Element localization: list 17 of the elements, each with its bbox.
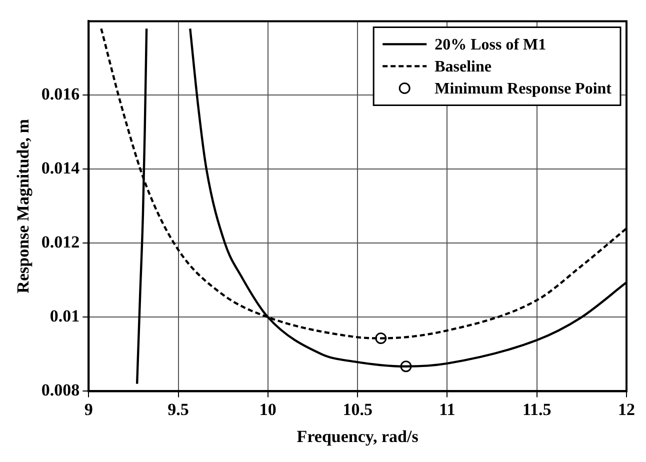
x-tick-label: 11.5 bbox=[522, 400, 552, 419]
y-tick-label: 0.01 bbox=[50, 306, 80, 326]
x-axis-title: Frequency, rad/s bbox=[296, 427, 419, 446]
y-tick-label: 0.014 bbox=[41, 158, 80, 178]
x-tick-label: 9.5 bbox=[168, 400, 189, 419]
x-tick-label: 9 bbox=[84, 400, 93, 419]
legend-label: 20% Loss of M1 bbox=[434, 36, 546, 54]
y-tick-label: 0.012 bbox=[41, 232, 80, 252]
x-tick-label: 10.5 bbox=[342, 400, 372, 419]
y-tick-label: 0.008 bbox=[41, 380, 80, 400]
x-tick-label: 12 bbox=[618, 400, 635, 419]
y-tick-label: 0.016 bbox=[41, 84, 80, 104]
x-tick-label: 11 bbox=[439, 400, 456, 419]
legend-label: Baseline bbox=[434, 58, 492, 76]
y-axis-title: Response Magnitude, m bbox=[14, 119, 33, 294]
legend-label: Minimum Response Point bbox=[434, 80, 612, 98]
x-tick-label: 10 bbox=[259, 400, 276, 419]
